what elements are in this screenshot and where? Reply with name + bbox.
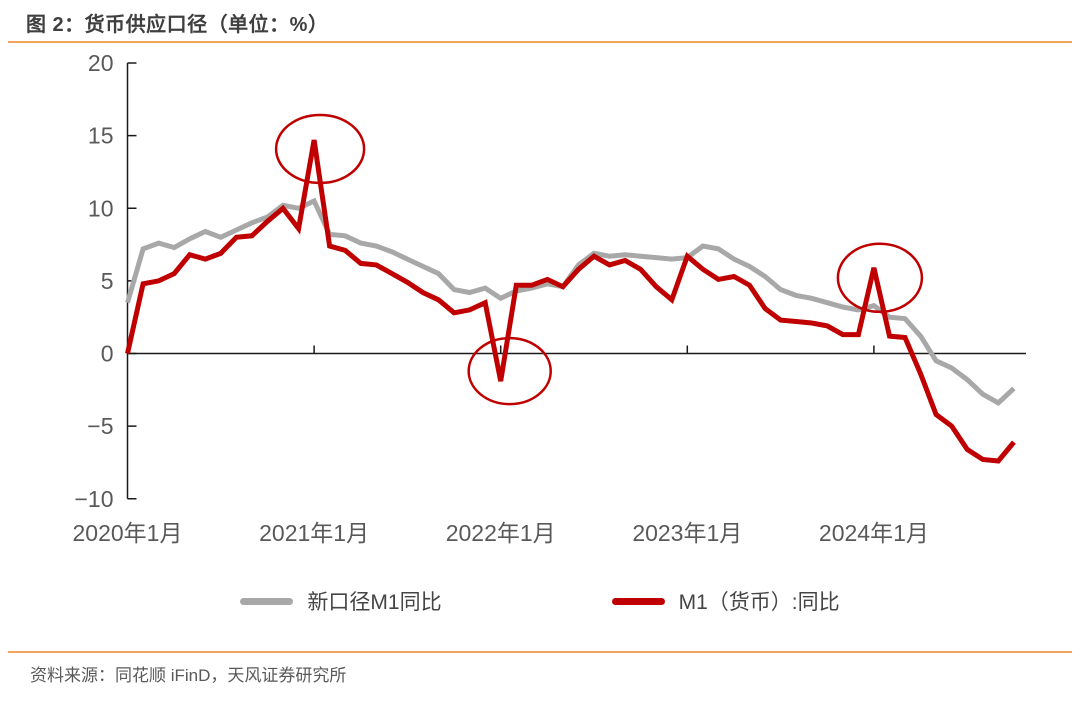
chart-canvas: 20 15 10 5 0 −5 −10 2020年1月 2021年1月 2022年1月 2023年1… [73,50,1026,546]
y-axis-tick-label: 10 [88,195,114,221]
y-axis-tick-label: 20 [88,50,114,76]
y-axis-tick-label: −5 [87,413,113,439]
annotation-circle [467,336,552,406]
source-note: 资料来源：同花顺 iFinD，天风证券研究所 [30,666,347,685]
annotation-circle [274,113,366,185]
x-axis-tick-label: 2024年1月 [819,520,929,546]
x-axis-tick-label: 2023年1月 [632,520,742,546]
x-axis-tick-label: 2022年1月 [446,520,556,546]
x-axis-tick-label: 2021年1月 [259,520,369,546]
legend-item-m1-money: M1（货币）:同比 [611,586,840,616]
red-series-line [125,139,1016,464]
y-axis-tick-label: 15 [88,123,114,149]
chart-area: 20 15 10 5 0 −5 −10 2020年1月 2021年1月 2022年1月 2023年1… [73,50,1026,546]
annotation-circle [836,242,924,314]
x-axis-tick-label: 2020年1月 [73,520,183,546]
legend-item-new-caliber-m1: 新口径M1同比 [240,586,442,616]
gray-line-swatch [240,597,294,605]
red-line-swatch [611,597,665,605]
y-axis-tick-label: 0 [101,341,114,367]
title-divider [8,41,1072,43]
legend-label: M1（货币）:同比 [678,591,840,614]
page-title: 图 2：货币供应口径（单位：%） [26,14,329,36]
chart-legend: 新口径M1同比 M1（货币）:同比 [0,586,1080,616]
legend-label: 新口径M1同比 [307,591,442,614]
y-axis-tick-label: −10 [74,486,113,512]
y-axis-tick-label: 5 [101,268,114,294]
footer-divider [8,651,1072,653]
